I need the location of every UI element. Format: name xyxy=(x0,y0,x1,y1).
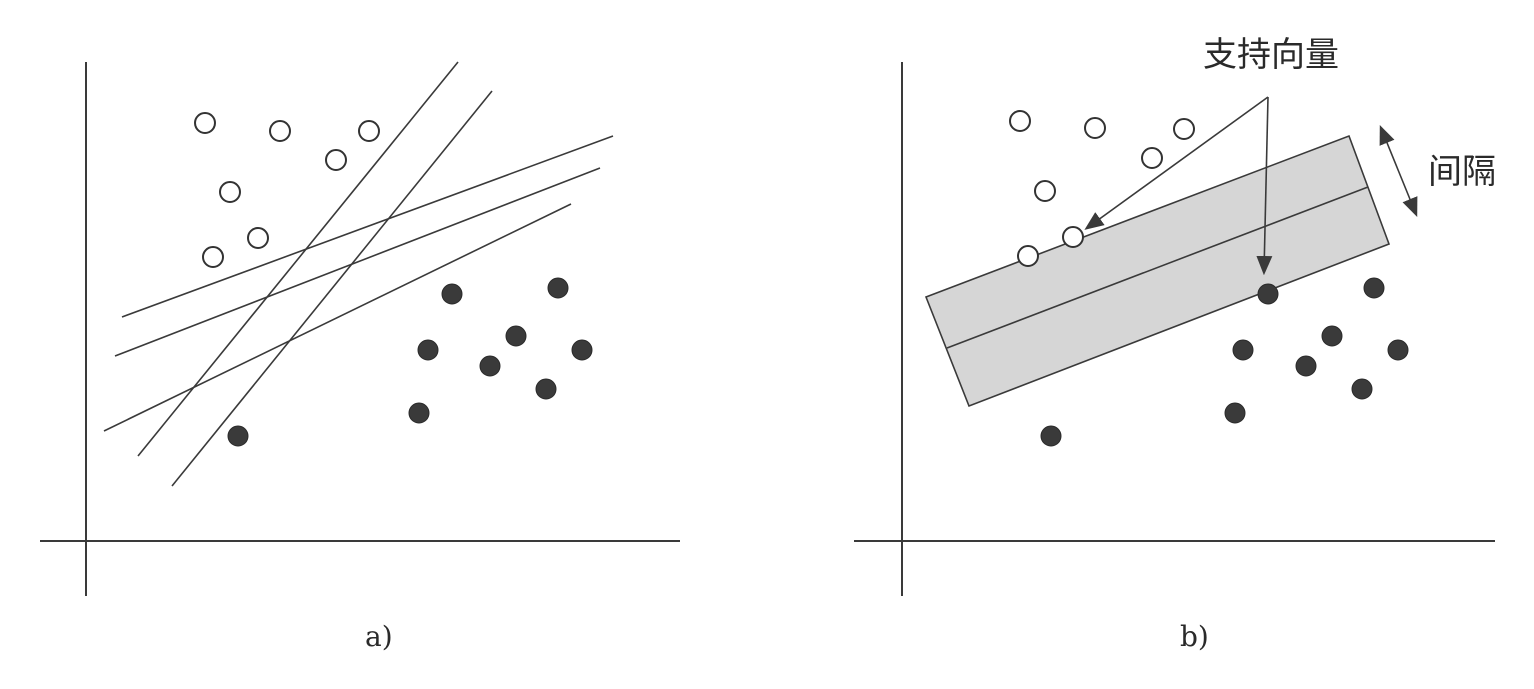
panel-a-separating-lines xyxy=(103,61,614,487)
open-point xyxy=(1017,245,1039,267)
panel-b-filled-points xyxy=(1040,277,1409,447)
filled-point xyxy=(1321,325,1343,347)
filled-point xyxy=(547,277,569,299)
arrow-to-support-vector xyxy=(1256,96,1273,276)
panel-b-open-points xyxy=(1009,110,1195,267)
open-point xyxy=(269,120,291,142)
filled-point xyxy=(505,325,527,347)
open-point xyxy=(1084,117,1106,139)
filled-point xyxy=(1363,277,1385,299)
panel-a-filled-points xyxy=(227,277,593,447)
support-vector-arrows xyxy=(1084,96,1273,276)
open-point xyxy=(1062,226,1084,248)
filled-point xyxy=(571,339,593,361)
filled-point xyxy=(1387,339,1409,361)
filled-point xyxy=(535,378,557,400)
open-point xyxy=(194,112,216,134)
filled-point xyxy=(1232,339,1254,361)
decision-boundary xyxy=(946,186,1369,349)
panel-a-caption: a) xyxy=(365,620,393,653)
arrow-to-support-vector xyxy=(1084,96,1269,230)
panel-a: a) xyxy=(40,61,680,653)
open-point xyxy=(202,246,224,268)
filled-point xyxy=(1257,283,1279,305)
separator-line xyxy=(114,167,601,357)
filled-point xyxy=(408,402,430,424)
open-point xyxy=(358,120,380,142)
open-point xyxy=(219,181,241,203)
open-point xyxy=(1034,180,1056,202)
separator-line xyxy=(121,135,614,318)
open-point xyxy=(247,227,269,249)
separator-line xyxy=(103,203,572,432)
panel-b-caption: b) xyxy=(1180,620,1209,653)
separator-line xyxy=(137,61,459,457)
filled-point xyxy=(1295,355,1317,377)
panel-b: 支持向量 间隔 b) xyxy=(854,35,1496,653)
filled-point xyxy=(441,283,463,305)
filled-point xyxy=(417,339,439,361)
filled-point xyxy=(227,425,249,447)
open-point xyxy=(325,149,347,171)
filled-point xyxy=(1351,378,1373,400)
filled-point xyxy=(1224,402,1246,424)
open-point xyxy=(1141,147,1163,169)
separator-line xyxy=(171,90,493,487)
panel-a-open-points xyxy=(194,112,380,268)
filled-point xyxy=(479,355,501,377)
open-point xyxy=(1173,118,1195,140)
support-vectors-label: 支持向量 xyxy=(1203,35,1339,75)
filled-point xyxy=(1040,425,1062,447)
open-point xyxy=(1009,110,1031,132)
margin-band xyxy=(924,134,1391,408)
margin-width-arrow xyxy=(1379,125,1418,217)
margin-label: 间隔 xyxy=(1428,152,1496,192)
